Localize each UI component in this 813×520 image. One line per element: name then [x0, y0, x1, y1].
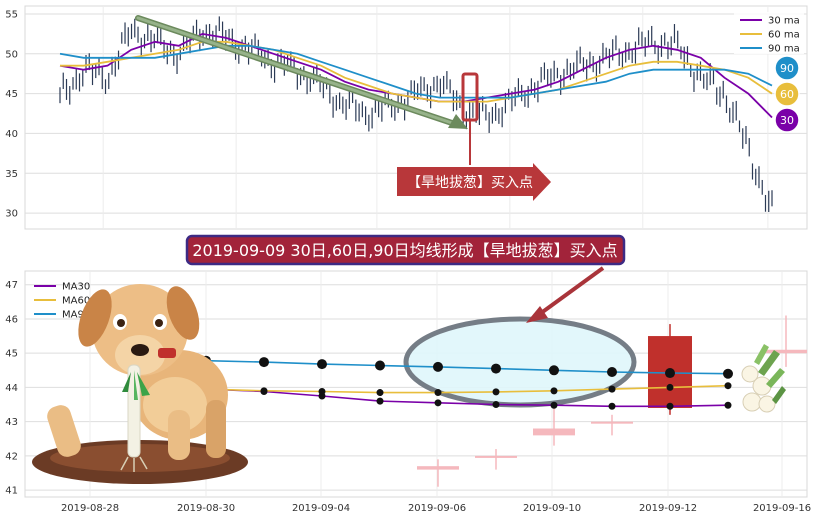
candle-body: [475, 455, 517, 458]
bottom-x-tick-label: 2019-08-28: [61, 503, 119, 514]
ma-badge-label: 60: [780, 88, 794, 101]
bottom-y-tick-label: 43: [5, 417, 18, 428]
legend-label: 90 ma: [768, 44, 800, 55]
top-legend: 30 ma 60 ma 90 ma: [734, 12, 804, 55]
ma-point: [549, 365, 559, 376]
bottom-x-tick-label: 2019-09-04: [292, 503, 350, 514]
bottom-legend-label: MA90: [62, 310, 90, 321]
ma-line-MA60: [205, 384, 729, 394]
top-y-tick-label: 50: [5, 49, 18, 60]
ma-badge: [774, 107, 800, 133]
annotation-title-box: 2019-09-09 30日,60日,90日均线形成【旱地拔葱】买入点: [185, 234, 626, 266]
candle-body: [533, 428, 575, 436]
bottom-legend-label: MA30: [62, 282, 90, 293]
candle-body: [765, 349, 807, 354]
bottom-y-tick-label: 42: [5, 451, 18, 462]
ma-point: [492, 401, 500, 409]
top-ma-lines: [59, 32, 773, 119]
candle-body: [591, 421, 633, 424]
dog-pulling-scallion-illustration: [32, 284, 248, 484]
legend-label: 60 ma: [768, 30, 800, 41]
ma-point: [723, 368, 733, 379]
legend-label: 30 ma: [768, 16, 800, 27]
callout-label: 【旱地拔葱】买入点: [407, 175, 533, 191]
ma-point: [550, 387, 558, 395]
ma-point: [433, 361, 443, 372]
ma-point: [550, 401, 558, 409]
top-y-tick-label: 35: [5, 169, 18, 180]
top-price-panel: 30 35 40 45 50 55 【旱地拔葱】买入点 30 ma 60 ma 90 ma 9…: [5, 5, 808, 230]
ma-point: [666, 402, 674, 410]
ma-line-MA90: [205, 359, 729, 375]
ma-point: [376, 397, 384, 405]
top-y-tick-label: 30: [5, 209, 18, 220]
bottom-x-tick-label: 2019-09-16: [753, 503, 811, 514]
ma-point: [318, 388, 326, 396]
ma-badge-label: 30: [780, 114, 794, 127]
ma-badges: 90 60 30: [774, 55, 800, 133]
downtrend-arrow: [135, 15, 468, 129]
bottom-x-axis: 2019-08-28 2019-08-30 2019-09-04 2019-09-06…: [61, 503, 811, 514]
bottom-legend-label: MA60: [62, 296, 90, 307]
ma-point: [492, 388, 500, 396]
ma-point: [260, 387, 268, 395]
scallion-bundle-illustration: [741, 344, 786, 413]
bottom-ma-lines: [201, 355, 733, 410]
bottom-y-tick-label: 45: [5, 349, 18, 360]
bottom-y-axis: 41 42 43 44 45 46 47: [5, 280, 18, 496]
bottom-y-tick-label: 41: [5, 486, 18, 497]
ma-point: [375, 360, 385, 371]
bottom-x-tick-label: 2019-08-30: [177, 503, 235, 514]
bottom-x-tick-label: 2019-09-06: [408, 503, 466, 514]
bottom-x-tick-label: 2019-09-10: [523, 503, 581, 514]
annotation-title: 2019-09-09 30日,60日,90日均线形成【旱地拔葱】买入点: [192, 241, 617, 260]
ma-point: [607, 367, 617, 378]
ma-point: [608, 385, 616, 393]
ma-line-MA30: [205, 388, 729, 408]
ma-point: [724, 382, 732, 390]
ma-line-60-ma: [60, 40, 773, 103]
ma-point: [724, 401, 732, 409]
ma-point: [434, 389, 442, 397]
ma-point: [317, 359, 327, 370]
bottom-legend: MA30 MA60 MA90: [34, 282, 90, 321]
ma-point: [608, 402, 616, 410]
ma-point: [665, 368, 675, 379]
top-y-axis: 30 35 40 45 50 55: [5, 9, 18, 219]
top-gridlines: [25, 6, 807, 229]
bottom-y-tick-label: 44: [5, 383, 18, 394]
ma-point: [491, 363, 501, 374]
ma-point: [666, 383, 674, 391]
top-y-tick-label: 40: [5, 129, 18, 140]
ma-point: [259, 357, 269, 368]
candle-body: [417, 466, 459, 470]
ma-badge-label: 90: [780, 62, 794, 75]
ma-line-90-ma: [59, 44, 773, 99]
bottom-x-tick-label: 2019-09-12: [639, 503, 697, 514]
ma-point: [434, 399, 442, 407]
top-y-tick-label: 55: [5, 9, 18, 20]
ma-badge: [774, 55, 800, 81]
buy-point-marker: [461, 72, 479, 165]
bottom-y-tick-label: 46: [5, 314, 18, 325]
top-y-tick-label: 45: [5, 89, 18, 100]
buy-point-callout: 【旱地拔葱】买入点: [397, 163, 551, 201]
red-pointer-arrow: [526, 266, 605, 323]
ma-point: [376, 389, 384, 397]
bottom-y-tick-label: 47: [5, 280, 18, 291]
ma-badge: [774, 81, 800, 107]
